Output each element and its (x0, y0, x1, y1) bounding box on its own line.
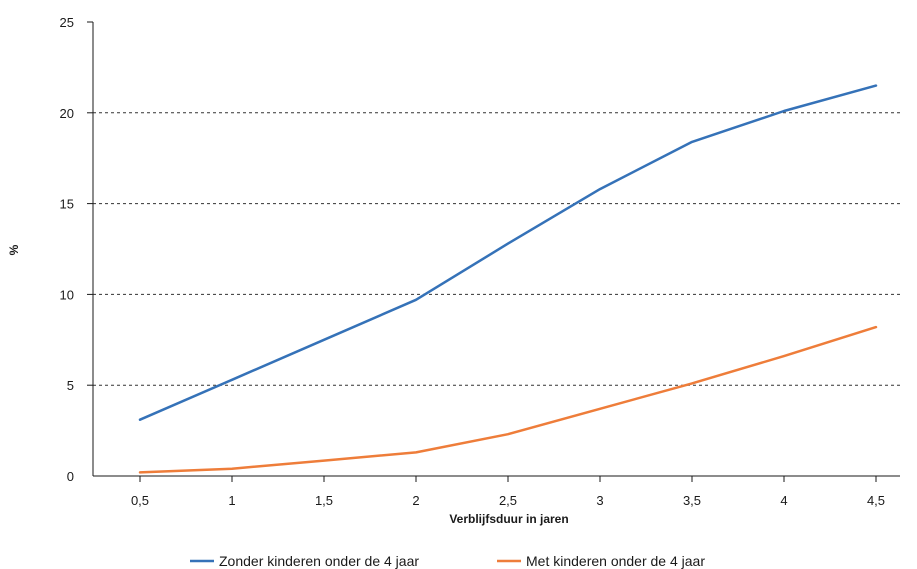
x-tick-label: 2 (412, 493, 419, 508)
x-axis-title: Verblijfsduur in jaren (449, 512, 568, 526)
y-tick-label: 25 (60, 15, 74, 30)
x-tick-label: 1,5 (315, 493, 333, 508)
legend: Zonder kinderen onder de 4 jaar Met kind… (190, 553, 705, 569)
x-tick-label: 2,5 (499, 493, 517, 508)
x-tick-label: 4,5 (867, 493, 885, 508)
gridlines (93, 112, 900, 386)
x-tick-label: 4 (780, 493, 787, 508)
x-tick-label: 3 (596, 493, 603, 508)
series-line-2 (138, 325, 878, 474)
legend-label-series-2: Met kinderen onder de 4 jaar (526, 553, 705, 569)
tick-labels: 0 5 10 15 20 25 0,5 1 1,5 2 2,5 3 3,5 4 4,5 (60, 15, 886, 508)
y-tick-label: 10 (60, 287, 74, 302)
y-axis-title: % (7, 244, 21, 255)
y-tick-label: 15 (60, 197, 74, 212)
series-lines (138, 84, 878, 474)
series-line-1 (138, 84, 878, 421)
legend-label-series-1: Zonder kinderen onder de 4 jaar (219, 553, 419, 569)
y-tick-label: 20 (60, 106, 74, 121)
x-tick-label: 3,5 (683, 493, 701, 508)
axes (87, 21, 900, 482)
y-tick-label: 0 (67, 469, 74, 484)
x-tick-label: 1 (228, 493, 235, 508)
y-tick-label: 5 (67, 378, 74, 393)
x-tick-label: 0,5 (131, 493, 149, 508)
